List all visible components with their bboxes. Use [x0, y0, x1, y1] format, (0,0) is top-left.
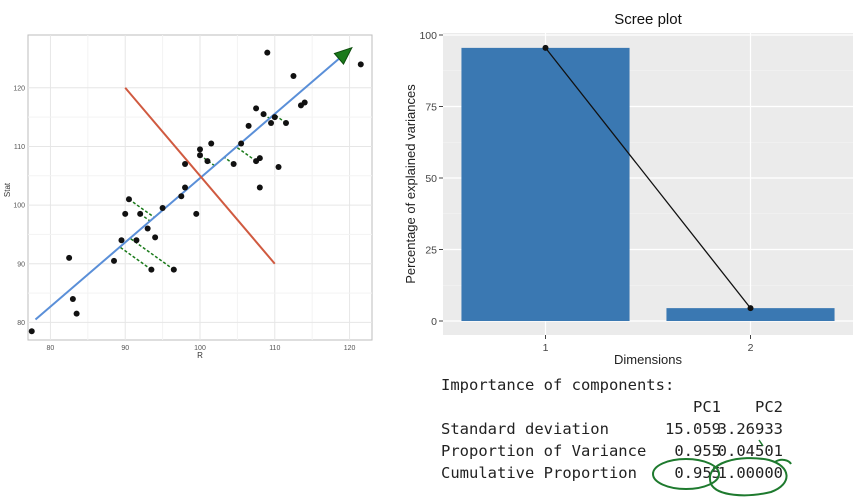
pca-scatter-plot: 80 90 100 110 120 80 90 100 110 120 R Stat	[0, 0, 380, 370]
data-point	[275, 163, 282, 170]
scree-line	[544, 47, 752, 309]
scatter-x-tick-label: 80	[47, 345, 55, 352]
data-point	[137, 210, 144, 217]
data-point	[357, 61, 364, 68]
scatter-svg: 80 90 100 110 120 80 90 100 110 120 R Stat	[3, 34, 373, 360]
projection-line	[128, 198, 155, 218]
scatter-x-axis-label: R	[197, 351, 203, 360]
importance-of-components: Importance of components: PC1 PC2 Standa…	[441, 374, 821, 502]
row-value-standard-deviation-pc1: 15.059	[665, 420, 721, 438]
data-point	[260, 111, 267, 118]
data-point	[111, 257, 117, 264]
data-point	[271, 114, 278, 121]
scree-x-tick-label: 2	[748, 342, 754, 354]
projection-line	[119, 246, 152, 271]
data-point	[122, 210, 129, 217]
data-point	[256, 155, 263, 162]
scree-y-tick-label: 25	[425, 245, 437, 257]
data-point	[230, 161, 237, 168]
scree-bar	[461, 47, 630, 322]
data-point	[264, 49, 271, 56]
data-point	[193, 210, 200, 217]
data-point	[182, 184, 189, 191]
scree-x-axis-label: Dimensions	[614, 352, 682, 367]
data-point	[66, 254, 73, 261]
scree-y-tick-label: 75	[425, 102, 437, 114]
scatter-x-tick-label: 100	[194, 345, 206, 352]
scatter-y-tick-label: 80	[17, 320, 25, 327]
data-point	[197, 146, 203, 153]
row-label-standard-deviation: Standard deviation	[441, 420, 609, 438]
scatter-x-tick-label: 90	[121, 345, 129, 352]
data-point	[152, 234, 159, 241]
scree-title: Scree plot	[614, 11, 682, 28]
data-point	[256, 184, 263, 191]
data-point	[178, 193, 185, 200]
data-point	[268, 119, 275, 126]
scree-y-tick-label: 0	[431, 316, 437, 328]
data-point	[118, 237, 125, 244]
data-point	[290, 73, 297, 80]
scree-point	[542, 44, 549, 51]
data-point	[283, 119, 289, 126]
data-point	[182, 161, 189, 168]
data-point	[125, 196, 132, 203]
data-point	[238, 140, 245, 147]
projection-line	[129, 237, 175, 271]
data-point	[301, 99, 308, 106]
scree-bar	[666, 308, 835, 321]
scree-y-tick-label: 50	[425, 173, 437, 185]
scree-x-tick-label: 1	[543, 342, 549, 354]
importance-title: Importance of components:	[441, 376, 675, 394]
row-label-proportion-of-variance: Proportion of Variance	[441, 442, 647, 460]
data-point	[133, 237, 140, 244]
handwritten-circle-pc2	[708, 457, 792, 497]
scatter-y-axis-label: Stat	[3, 182, 12, 197]
data-point	[69, 295, 76, 302]
data-point	[170, 266, 177, 273]
handwritten-circles	[652, 439, 792, 497]
scatter-x-tick-label: 110	[269, 345, 280, 352]
row-label-cumulative-proportion: Cumulative Proportion	[441, 464, 637, 482]
pc1-arrow-head	[333, 46, 353, 65]
scree-plot: Scree plot 0 25 50 75 100 1 2 Dimensions Perc…	[395, 0, 863, 372]
scatter-x-tick-label: 120	[344, 345, 356, 352]
handwritten-tick-mark	[758, 439, 764, 447]
column-header-pc2: PC2	[755, 398, 783, 416]
column-header-pc1: PC1	[693, 398, 721, 416]
pc1-axis-line	[34, 48, 351, 321]
row-value-standard-deviation-pc2: 3.26933	[717, 420, 783, 438]
data-point	[159, 205, 166, 212]
data-point	[204, 158, 211, 165]
data-point	[28, 328, 35, 335]
scatter-y-tick-label: 100	[13, 203, 25, 210]
scree-y-axis-label: Percentage of explained variances	[403, 84, 418, 284]
data-point	[148, 266, 155, 273]
data-point	[197, 152, 203, 159]
scatter-y-tick-label: 110	[14, 144, 25, 151]
data-point	[73, 310, 80, 317]
data-point	[245, 122, 252, 129]
scatter-y-tick-label: 90	[17, 261, 25, 268]
row-value-proportion-of-variance-pc2: 0.04501	[717, 442, 783, 460]
row-value-proportion-of-variance-pc1: 0.955	[674, 442, 721, 460]
scatter-y-tick-label: 120	[13, 85, 25, 92]
data-point	[253, 105, 260, 112]
pc2-axis-line	[124, 87, 276, 265]
data-point	[144, 225, 151, 232]
scree-y-tick-label: 100	[419, 30, 437, 42]
scree-svg: Scree plot 0 25 50 75 100 1 2 Dimensions Perc…	[403, 11, 853, 367]
handwritten-circle-pc1	[652, 458, 720, 490]
row-value-cumulative-proportion-pc2: 1.00000	[717, 464, 783, 482]
scree-point	[747, 305, 754, 312]
data-point	[208, 140, 215, 147]
projection-line	[235, 146, 257, 162]
